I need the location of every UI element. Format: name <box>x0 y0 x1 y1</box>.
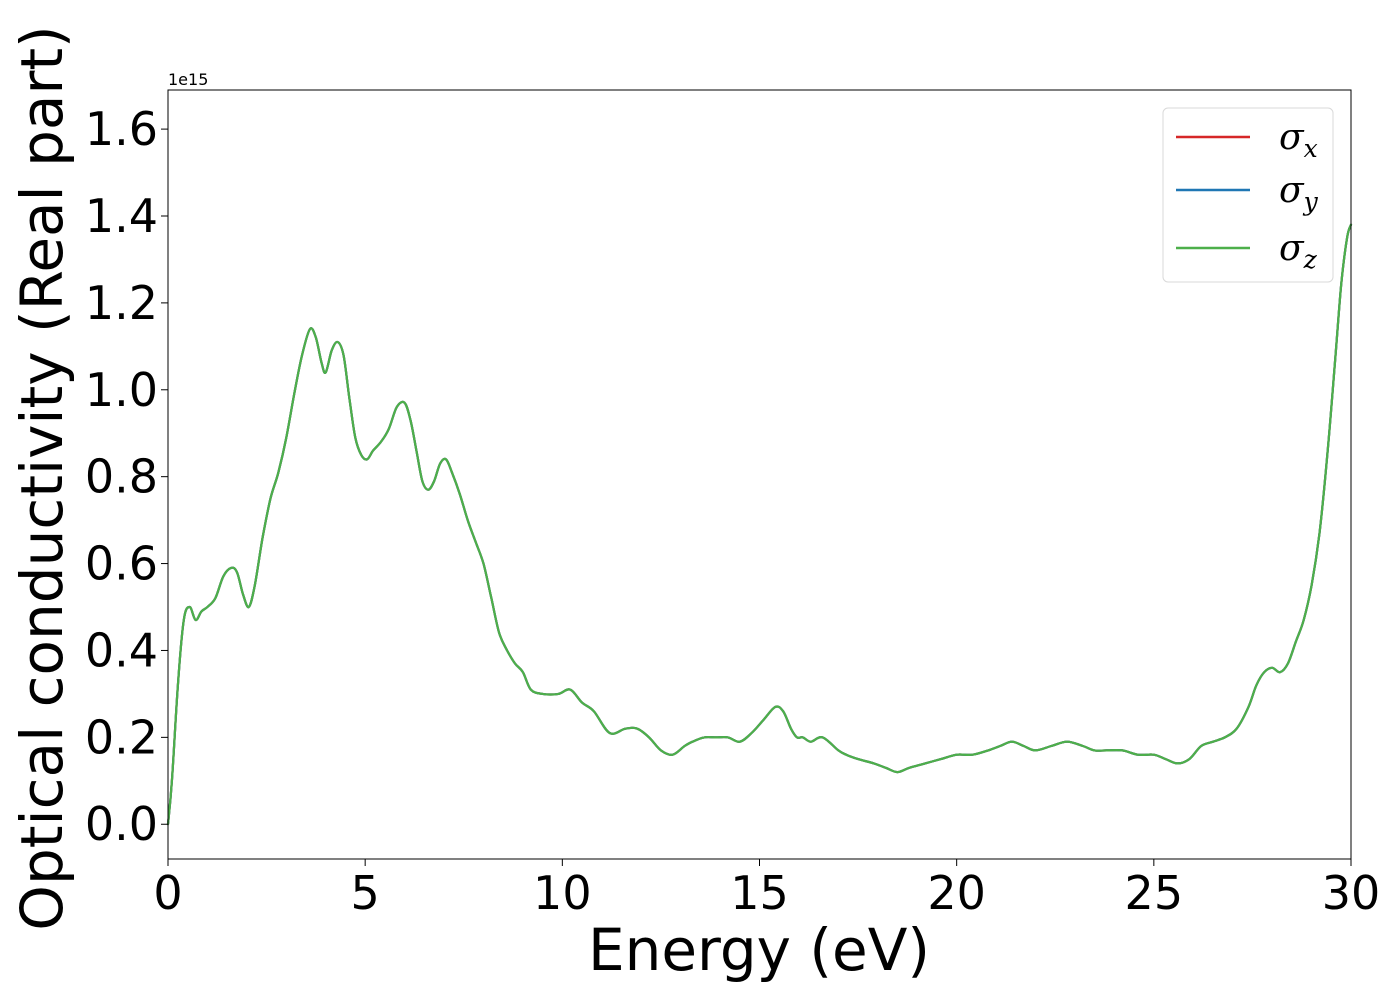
y-axis-label: Optical conductivity (Real part) <box>8 25 76 930</box>
x-tick-label: 25 <box>1125 866 1184 920</box>
y-tick-label: 1.2 <box>85 276 158 330</box>
series-line-z <box>166 223 1353 826</box>
y-tick-label: 1.6 <box>85 102 158 156</box>
x-tick-label: 20 <box>927 866 986 920</box>
x-tick-label: 5 <box>351 866 380 920</box>
legend-label-x: σx <box>1279 117 1318 163</box>
plot-area <box>168 90 1351 859</box>
y-axis-ticks: 0.0 0.2 0.4 0.6 0.8 1.0 1.2 1.4 1.6 <box>85 102 168 851</box>
x-tick-label: 10 <box>533 866 592 920</box>
legend-label-z: σz <box>1279 228 1318 274</box>
y-tick-label: 0.2 <box>85 710 158 764</box>
legend-label-y: σy <box>1279 170 1319 216</box>
y-tick-label: 0.0 <box>85 797 158 851</box>
x-axis-label: Energy (eV) <box>588 916 930 984</box>
y-tick-label: 1.0 <box>85 363 158 417</box>
legend: σx σy σz <box>1162 107 1334 283</box>
y-tick-label: 0.6 <box>85 537 158 591</box>
legend-box <box>1162 107 1334 283</box>
y-tick-label: 0.4 <box>85 623 158 677</box>
x-axis-ticks: 0 5 10 15 20 25 30 <box>153 859 1380 920</box>
series-lines <box>166 223 1353 826</box>
x-tick-label: 15 <box>730 866 789 920</box>
y-tick-label: 0.8 <box>85 450 158 504</box>
x-tick-label: 30 <box>1322 866 1381 920</box>
y-tick-label: 1.4 <box>85 189 158 243</box>
y-offset-label: 1e15 <box>168 70 208 89</box>
x-tick-label: 0 <box>153 866 182 920</box>
